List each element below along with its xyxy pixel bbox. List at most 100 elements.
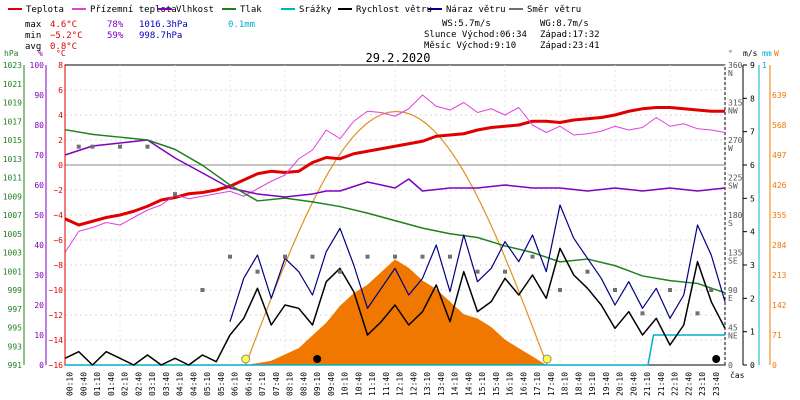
stats-moon-set: Západ:23:41 xyxy=(540,41,600,51)
hpa-tick: 1021 xyxy=(3,80,22,89)
pct-tick: 60 xyxy=(34,181,44,190)
series-line xyxy=(64,139,726,198)
solar-fill xyxy=(246,259,547,365)
hpa-tick: 1001 xyxy=(3,267,22,276)
legend-label: Vlhkost xyxy=(176,5,214,15)
pct-unit: % xyxy=(38,49,43,58)
x-tick: 07:10 xyxy=(258,372,267,396)
temp-tick: 0 xyxy=(58,161,63,170)
wind-direction-point xyxy=(118,144,122,149)
wind-direction-point xyxy=(365,254,370,259)
x-tick: 03:40 xyxy=(162,372,171,396)
dir-tick: 360 xyxy=(728,61,743,70)
wind-tick: 6 xyxy=(750,161,755,170)
x-tick: 11:10 xyxy=(368,372,377,396)
x-tick: 08:40 xyxy=(299,372,308,396)
solar-tick: 426 xyxy=(772,181,787,190)
hpa-tick: 1019 xyxy=(3,99,22,108)
hpa-tick: 1007 xyxy=(3,211,22,220)
hpa-tick: 1015 xyxy=(3,136,22,145)
x-tick: 19:10 xyxy=(588,372,597,396)
hpa-tick: 1009 xyxy=(3,192,22,201)
wind-tick: 1 xyxy=(750,328,755,337)
dir-label: W xyxy=(728,144,733,153)
solar-tick: 568 xyxy=(772,121,787,130)
x-tick: 02:10 xyxy=(121,372,130,396)
pct-tick: 70 xyxy=(34,151,44,160)
temp-tick: −14 xyxy=(49,336,64,345)
series-line xyxy=(64,106,725,227)
hpa-tick: 1011 xyxy=(3,174,22,183)
temp-unit: °C xyxy=(56,49,66,58)
x-axis-label: čas xyxy=(730,370,745,380)
stats-label: avg xyxy=(25,42,41,52)
wind-direction-point xyxy=(558,288,562,292)
wind-direction-point xyxy=(173,192,177,197)
hpa-tick: 995 xyxy=(8,324,23,333)
moonrise-marker xyxy=(313,355,322,363)
x-tick: 05:10 xyxy=(203,372,212,396)
stats-label: min xyxy=(25,31,41,41)
dir-tick: 135 xyxy=(728,249,743,258)
x-tick: 10:10 xyxy=(341,372,350,396)
x-tick: 18:40 xyxy=(574,372,583,396)
temp-tick: −2 xyxy=(53,186,63,195)
series-line xyxy=(229,204,726,322)
wind-direction-point xyxy=(530,254,535,259)
wind-tick: 3 xyxy=(750,261,755,270)
stats-temp: −5.2°C xyxy=(50,31,83,41)
x-tick: 06:10 xyxy=(231,372,240,396)
x-tick: 17:10 xyxy=(533,372,542,396)
stats-temp: 4.6°C xyxy=(50,20,77,30)
wind-tick: 7 xyxy=(750,128,755,137)
dir-unit: ° xyxy=(728,49,733,58)
sunrise-marker xyxy=(241,354,251,364)
x-tick: 01:40 xyxy=(107,372,116,396)
stats-humidity: 59% xyxy=(107,31,124,41)
pct-tick: 0 xyxy=(39,361,44,370)
wind-direction-point xyxy=(283,254,287,259)
axes-layer: 1023102110191017101510131011100910071005… xyxy=(3,49,787,396)
x-tick: 19:40 xyxy=(602,372,611,396)
dir-tick: 0 xyxy=(728,361,733,370)
pct-tick: 50 xyxy=(34,211,44,220)
x-tick: 00:10 xyxy=(66,372,75,396)
dir-label: NW xyxy=(728,107,738,116)
dir-tick: 45 xyxy=(728,324,738,333)
x-tick: 14:40 xyxy=(464,372,473,396)
wind-direction-point xyxy=(709,288,714,292)
wind-direction-point xyxy=(200,288,205,292)
x-tick: 23:10 xyxy=(698,372,707,396)
dir-tick: 90 xyxy=(728,286,738,295)
solar-tick: 213 xyxy=(772,271,787,280)
dir-label: SE xyxy=(728,257,738,266)
solar-tick: 142 xyxy=(772,301,787,310)
x-tick: 05:40 xyxy=(217,372,226,396)
x-tick: 03:10 xyxy=(148,372,157,396)
x-tick: 04:40 xyxy=(189,372,198,396)
x-tick: 13:40 xyxy=(437,372,446,396)
wind-tick: 9 xyxy=(750,61,755,70)
pct-tick: 100 xyxy=(30,61,45,70)
wind-direction-point xyxy=(613,288,617,292)
x-tick: 04:10 xyxy=(176,372,185,396)
dir-tick: 225 xyxy=(728,174,743,183)
series-line xyxy=(64,94,726,253)
chart-title: 29.2.2020 xyxy=(365,51,430,65)
x-tick: 23:40 xyxy=(712,372,721,396)
sunset-marker xyxy=(542,354,552,364)
stats-panel: max 4.6°C 78% 1016.3hPa 0.1mm min −5.2°C 59% 998… xyxy=(25,19,600,52)
temp-tick: 6 xyxy=(58,86,63,95)
x-tick: 18:10 xyxy=(561,372,570,396)
solar-tick: 497 xyxy=(772,151,787,160)
wind-direction-point xyxy=(448,254,452,259)
wind-direction-point xyxy=(420,254,425,259)
pct-tick: 90 xyxy=(34,91,44,100)
pct-tick: 80 xyxy=(34,121,44,130)
x-tick: 02:40 xyxy=(134,372,143,396)
dir-label: SW xyxy=(728,182,738,191)
solar-tick: 0 xyxy=(772,361,777,370)
hpa-tick: 1005 xyxy=(3,230,22,239)
legend-label: Tlak xyxy=(240,5,262,15)
